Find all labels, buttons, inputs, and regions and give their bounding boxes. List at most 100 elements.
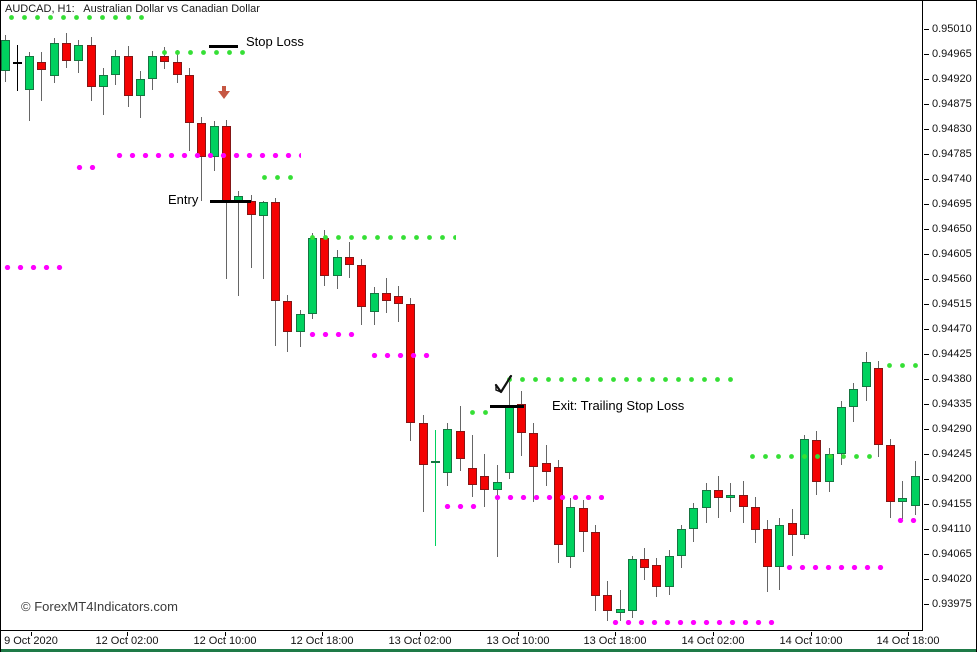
price-axis[interactable]: 0.95010 0.94965 0.94920 0.94875 0.94830 0.947… (924, 1, 976, 631)
candle-wick (238, 191, 240, 296)
candle-body (381, 292, 391, 302)
sell-arrow-down-icon (218, 86, 230, 99)
signal-dot-segment-green (746, 453, 874, 459)
candle-body (271, 202, 281, 302)
candle-body (677, 529, 686, 556)
price-label: 0.94335 (932, 398, 972, 410)
candle-body (12, 62, 22, 65)
candle-body (172, 62, 182, 75)
candle-body (750, 506, 760, 531)
time-axis[interactable]: 9 Oct 2020 12 Oct 02:00 12 Oct 10:00 12 Oct… (1, 632, 976, 649)
signal-dot-segment-magenta (783, 565, 886, 571)
candle-body (185, 74, 194, 124)
candle-body (111, 55, 121, 75)
candle-body (37, 62, 47, 71)
time-tick (517, 632, 519, 636)
price-label: 0.94695 (932, 198, 972, 210)
price-label: 0.95010 (932, 23, 972, 35)
candle-body (529, 433, 539, 467)
candle-body (418, 423, 428, 466)
price-label: 0.94920 (932, 73, 972, 85)
candle-body (394, 295, 404, 304)
price-label: 0.94245 (932, 448, 972, 460)
signal-dot-segment-magenta (609, 620, 776, 626)
candle-body (98, 74, 108, 88)
candle-body (554, 466, 563, 545)
candle-body (787, 523, 797, 535)
time-label: 13 Oct 02:00 (388, 635, 452, 647)
time-tick (30, 632, 32, 636)
signal-dot-segment-green (503, 376, 738, 382)
time-label: 14 Oct 02:00 (681, 635, 745, 647)
candle-wick (102, 67, 104, 116)
candle-body (898, 497, 908, 503)
price-tick (924, 404, 929, 405)
price-tick (924, 354, 929, 355)
time-tick (224, 632, 226, 636)
price-label: 0.94425 (932, 348, 972, 360)
price-tick (924, 54, 929, 55)
time-label: 14 Oct 10:00 (779, 635, 843, 647)
candle-body (652, 565, 662, 588)
signal-dot-segment-magenta (894, 517, 922, 523)
candle-body (308, 237, 317, 314)
candle-body (160, 55, 170, 63)
candle-body (763, 529, 773, 567)
time-label: 9 Oct 2020 (4, 635, 58, 647)
time-tick (126, 632, 128, 636)
signal-dot-segment-magenta (441, 504, 483, 510)
candle-body (873, 367, 883, 445)
candle-body (148, 55, 158, 79)
exit-check-icon (492, 372, 514, 396)
candle-body (664, 555, 674, 588)
candle-body (541, 463, 551, 473)
candle-body (258, 202, 268, 217)
price-tick (924, 229, 929, 230)
price-label: 0.94065 (932, 548, 972, 560)
entry-label: Entry (168, 192, 199, 207)
candle-body (221, 125, 231, 202)
candle-wick (16, 44, 18, 92)
candle-body (443, 429, 453, 474)
candle-wick (250, 194, 252, 268)
time-tick (907, 632, 909, 636)
candle-body (295, 314, 305, 332)
signal-dot-segment-green (306, 235, 456, 241)
stop-loss-label: Stop Loss (246, 34, 304, 49)
exit-line (490, 404, 524, 408)
candle-body (910, 476, 920, 506)
candle-body (849, 389, 859, 407)
time-tick (810, 632, 812, 636)
price-tick (924, 154, 929, 155)
candle-body (800, 439, 809, 535)
price-label: 0.94290 (932, 423, 972, 435)
time-tick (419, 632, 421, 636)
plot-area[interactable]: AUDCAD, H1: Australian Dollar vs Canadia… (1, 1, 923, 631)
candle-body (62, 42, 71, 62)
candle-wick (471, 434, 473, 497)
candle-body (738, 494, 748, 507)
candle-body (49, 42, 59, 76)
time-label: 14 Oct 18:00 (876, 635, 940, 647)
candle-body (74, 44, 84, 62)
candle-body (357, 265, 367, 307)
candle-body (1, 40, 10, 71)
time-label: 13 Oct 10:00 (486, 635, 550, 647)
time-label: 12 Oct 02:00 (95, 635, 159, 647)
price-tick (924, 204, 929, 205)
time-tick (712, 632, 714, 636)
candle-body (603, 594, 613, 612)
candle-body (713, 490, 723, 499)
price-label: 0.94650 (932, 223, 972, 235)
price-label: 0.94470 (932, 323, 972, 335)
time-tick (614, 632, 616, 636)
price-tick (924, 504, 929, 505)
price-tick (924, 479, 929, 480)
candle-body (123, 55, 133, 96)
candle-body (492, 481, 502, 491)
candle-body (344, 256, 354, 266)
price-tick (924, 129, 929, 130)
candle-body (861, 362, 871, 388)
price-tick (924, 604, 929, 605)
price-tick (924, 304, 929, 305)
